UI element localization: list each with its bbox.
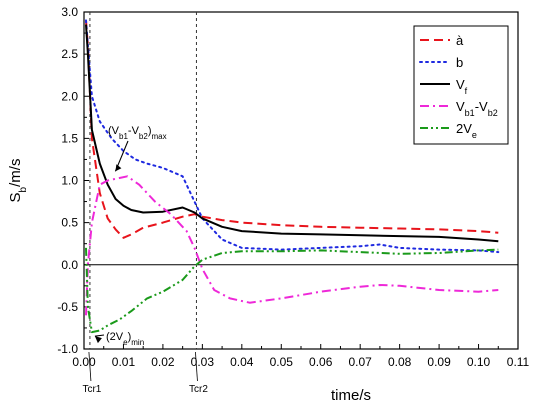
x-tick-label: 0.00 — [72, 355, 96, 369]
x-tick-label: 0.05 — [270, 355, 294, 369]
x-tick-label: 0.07 — [349, 355, 373, 369]
tcr-arrow — [195, 351, 198, 382]
y-tick-label: -1.0 — [57, 342, 78, 356]
series-lines — [85, 19, 500, 334]
legend-label: b — [456, 55, 463, 70]
x-tick-label: 0.08 — [388, 355, 412, 369]
annotation-min-label: (2Ve)min — [106, 331, 144, 347]
x-tick-label: 0.09 — [427, 355, 451, 369]
x-tick-label: 0.06 — [309, 355, 333, 369]
x-tick-label: 0.03 — [191, 355, 215, 369]
legend-label: 2Ve — [456, 121, 477, 140]
series-line-vf — [85, 24, 499, 243]
legend-label: à — [456, 33, 464, 48]
y-tick-label: 3.0 — [61, 5, 78, 19]
x-tick-label: 0.04 — [230, 355, 254, 369]
series-line-a — [85, 20, 499, 239]
x-axis-title: time/s — [331, 387, 371, 404]
annotation-min-arrowhead — [94, 336, 102, 344]
annotation-max-arrowhead — [115, 164, 122, 172]
y-tick-label: -0.5 — [57, 300, 78, 314]
x-tick-label: 0.10 — [467, 355, 491, 369]
legend: àb Vf Vb1-Vb2 2Ve — [413, 25, 509, 145]
series-line-vb1-vb2 — [85, 175, 499, 316]
legend-label: Vb1-Vb2 — [456, 99, 498, 118]
y-tick-label: 0.0 — [61, 258, 78, 272]
x-tick-label: 0.01 — [112, 355, 136, 369]
y-tick-label: 2.5 — [61, 47, 78, 61]
x-tick-label: 0.02 — [151, 355, 175, 369]
series-line-2ve — [85, 247, 499, 334]
y-tick-label: 0.5 — [61, 216, 78, 230]
tcr-arrow — [88, 351, 92, 382]
critical-time-markers: Tcr1 Tcr2 — [82, 12, 208, 395]
x-tick-label: 0.11 — [507, 355, 530, 369]
series-line-b — [85, 19, 500, 254]
tcr-label: Tcr2 — [189, 384, 208, 395]
y-tick-label: 1.0 — [61, 174, 78, 188]
y-tick-label: 2.0 — [61, 89, 78, 103]
y-axis-title: Sb/m/s — [7, 159, 29, 203]
y-tick-label: 1.5 — [61, 131, 78, 145]
axes: 0.00 0.01 0.02 0.03 0.04 0.05 0.06 0.07 0.08 0.09… — [7, 5, 530, 404]
annotation-min-arrow — [94, 334, 105, 337]
legend-label: Vf — [456, 77, 468, 96]
annotations: (Vb1-Vb2)max (2Ve)min — [94, 125, 167, 347]
annotation-max-label: (Vb1-Vb2)max — [108, 125, 167, 141]
tcr-label: Tcr1 — [82, 384, 101, 395]
